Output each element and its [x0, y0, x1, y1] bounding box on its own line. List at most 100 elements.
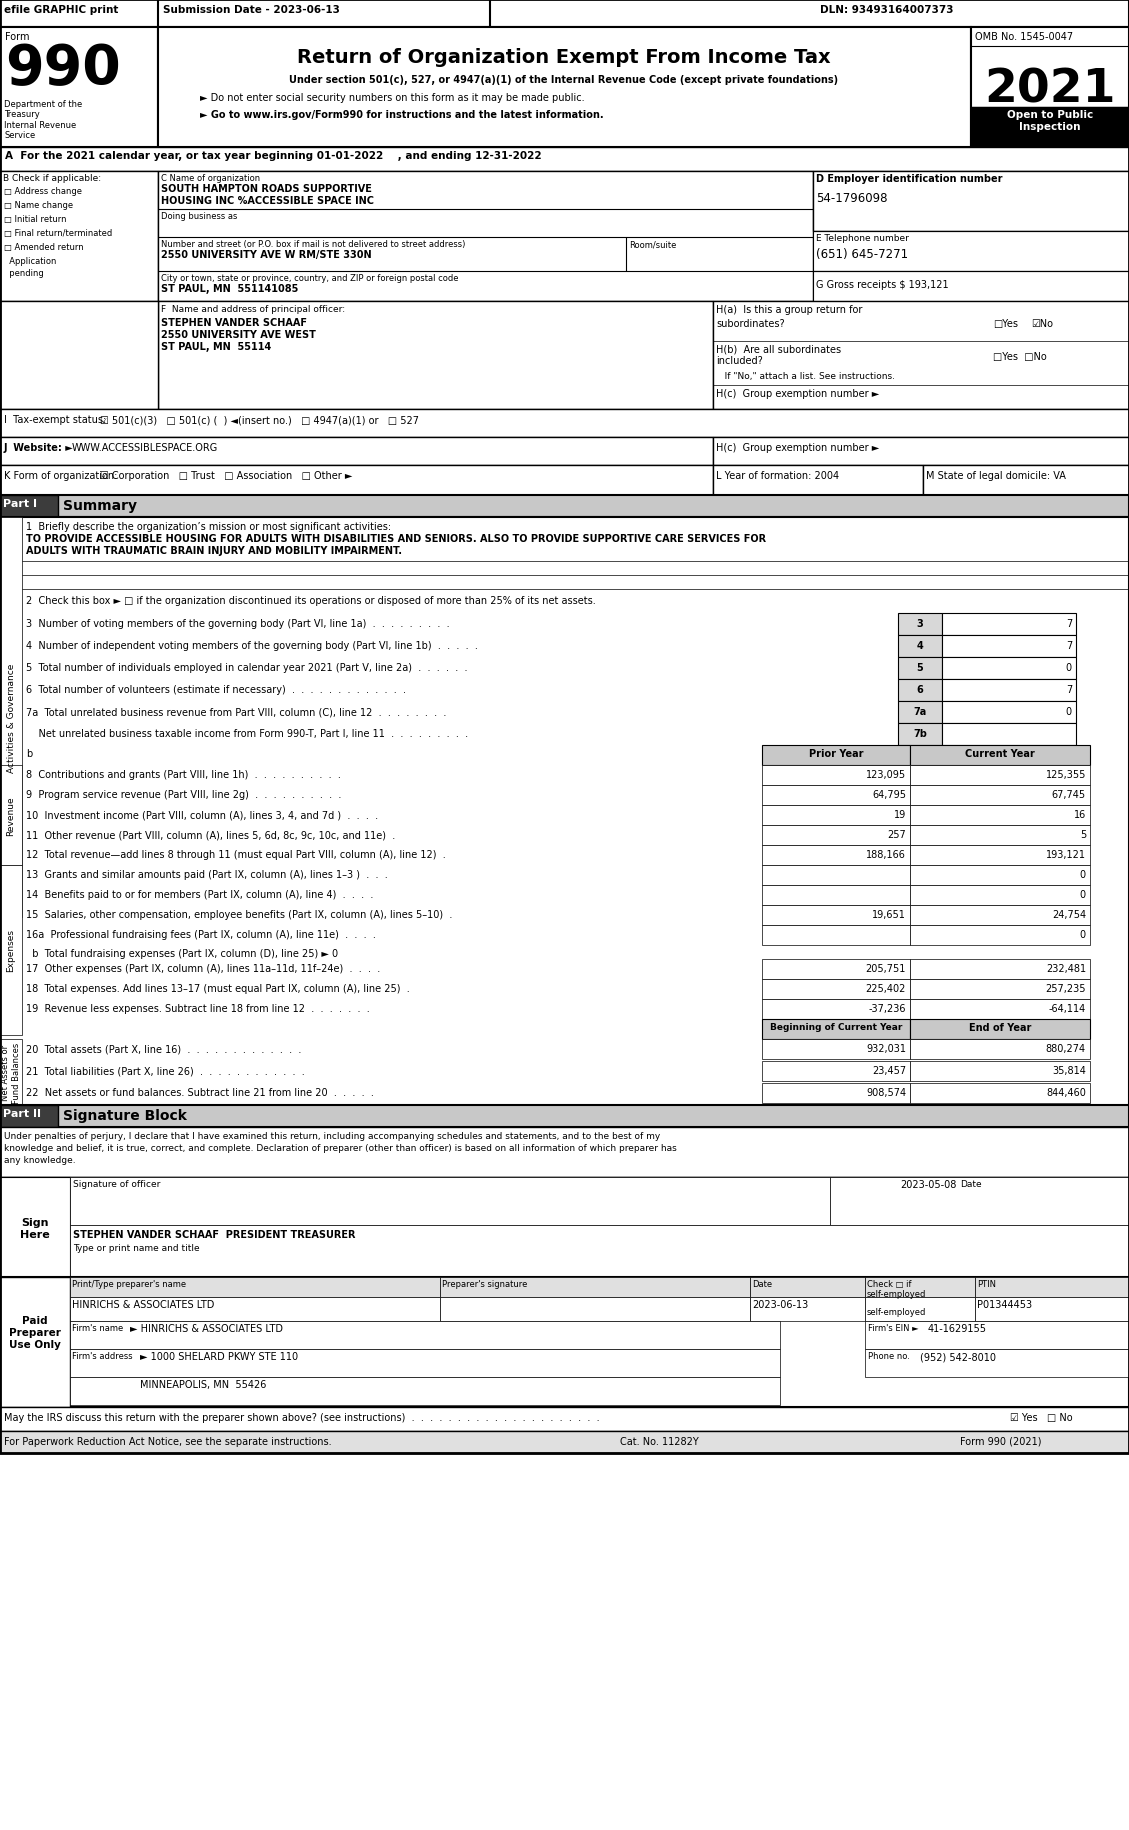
Text: 19: 19	[894, 809, 905, 820]
Text: 2021: 2021	[984, 68, 1115, 112]
Bar	[0, 518, 1129, 1230]
Bar	[70, 1378, 780, 1405]
Text: Department of the
Treasury
Internal Revenue
Service: Department of the Treasury Internal Reve…	[5, 101, 82, 141]
Text: knowledge and belief, it is true, correct, and complete. Declaration of preparer: knowledge and belief, it is true, correc…	[5, 1144, 676, 1153]
Text: ST PAUL, MN  551141085: ST PAUL, MN 551141085	[161, 284, 298, 295]
Text: STEPHEN VANDER SCHAAF  PRESIDENT TREASURER: STEPHEN VANDER SCHAAF PRESIDENT TREASURE…	[73, 1230, 356, 1239]
Text: L Year of formation: 2004: L Year of formation: 2004	[716, 470, 839, 481]
Bar	[762, 906, 910, 926]
Text: PTIN: PTIN	[977, 1279, 996, 1288]
Text: Type or print name and title: Type or print name and title	[73, 1243, 200, 1252]
Text: M State of legal domicile: VA: M State of legal domicile: VA	[926, 470, 1066, 481]
Bar	[0, 410, 1129, 437]
Text: DLN: 93493164007373: DLN: 93493164007373	[820, 5, 954, 15]
Text: J  Website: ►: J Website: ►	[5, 443, 73, 452]
Text: 5  Total number of individuals employed in calendar year 2021 (Part V, line 2a) : 5 Total number of individuals employed i…	[26, 662, 467, 673]
Text: P01344453: P01344453	[977, 1299, 1032, 1308]
Bar	[762, 926, 910, 946]
Text: 205,751: 205,751	[866, 963, 905, 974]
Text: 2550 UNIVERSITY AVE W RM/STE 330N: 2550 UNIVERSITY AVE W RM/STE 330N	[161, 251, 371, 260]
Bar	[0, 1039, 21, 1105]
Bar	[971, 108, 1129, 148]
Bar	[865, 1277, 975, 1297]
Text: F  Name and address of principal officer:: F Name and address of principal officer:	[161, 306, 345, 313]
Text: 7: 7	[1066, 640, 1073, 651]
Text: ☑ Yes   □ No: ☑ Yes □ No	[1010, 1413, 1073, 1422]
Text: 6  Total number of volunteers (estimate if necessary)  .  .  .  .  .  .  .  .  .: 6 Total number of volunteers (estimate i…	[26, 684, 406, 695]
Bar	[975, 1297, 1129, 1321]
Text: 0: 0	[1079, 889, 1086, 900]
Bar	[0, 866, 21, 1036]
Bar	[0, 302, 158, 410]
Bar	[910, 805, 1089, 825]
Bar	[942, 701, 1076, 723]
Text: 64,795: 64,795	[872, 789, 905, 800]
Text: Check □ if
self-employed: Check □ if self-employed	[867, 1279, 927, 1299]
Bar	[70, 1297, 440, 1321]
Text: any knowledge.: any knowledge.	[5, 1155, 76, 1164]
Text: 7a  Total unrelated business revenue from Part VIII, column (C), line 12  .  .  : 7a Total unrelated business revenue from…	[26, 706, 446, 717]
Text: 188,166: 188,166	[866, 849, 905, 860]
Text: D Employer identification number: D Employer identification number	[816, 174, 1003, 183]
Bar	[440, 1297, 750, 1321]
Text: 3: 3	[917, 619, 924, 630]
Bar	[762, 845, 910, 866]
Bar	[762, 765, 910, 785]
Text: 908,574: 908,574	[866, 1087, 905, 1098]
Bar	[865, 1349, 1129, 1378]
Text: SOUTH HAMPTON ROADS SUPPORTIVE: SOUTH HAMPTON ROADS SUPPORTIVE	[161, 183, 371, 194]
Bar	[942, 723, 1076, 745]
Text: 2  Check this box ► □ if the organization discontinued its operations or dispose: 2 Check this box ► □ if the organization…	[26, 597, 596, 606]
Text: 14  Benefits paid to or for members (Part IX, column (A), line 4)  .  .  .  .: 14 Benefits paid to or for members (Part…	[26, 889, 374, 900]
Text: MINNEAPOLIS, MN  55426: MINNEAPOLIS, MN 55426	[140, 1380, 266, 1389]
Text: 0: 0	[1079, 869, 1086, 880]
Bar	[910, 979, 1089, 999]
Text: ► Do not enter social security numbers on this form as it may be made public.: ► Do not enter social security numbers o…	[200, 93, 585, 102]
Bar	[910, 926, 1089, 946]
Text: HINRICHS & ASSOCIATES LTD: HINRICHS & ASSOCIATES LTD	[72, 1299, 215, 1308]
Text: 18  Total expenses. Add lines 13–17 (must equal Part IX, column (A), line 25)  .: 18 Total expenses. Add lines 13–17 (must…	[26, 983, 410, 994]
Bar	[830, 1177, 1129, 1226]
Text: 0: 0	[1066, 706, 1073, 717]
Text: 54-1796098: 54-1796098	[816, 192, 887, 205]
Bar	[910, 785, 1089, 805]
Bar	[910, 866, 1089, 886]
Text: TO PROVIDE ACCESSIBLE HOUSING FOR ADULTS WITH DISABILITIES AND SENIORS. ALSO TO : TO PROVIDE ACCESSIBLE HOUSING FOR ADULTS…	[26, 534, 767, 544]
Bar	[70, 1177, 830, 1226]
Text: Firm's address: Firm's address	[72, 1351, 132, 1360]
Text: Summary: Summary	[63, 500, 137, 512]
Text: OMB No. 1545-0047: OMB No. 1545-0047	[975, 31, 1074, 42]
Text: C Name of organization: C Name of organization	[161, 174, 260, 183]
Bar	[762, 805, 910, 825]
Text: ► 1000 SHELARD PKWY STE 110: ► 1000 SHELARD PKWY STE 110	[140, 1351, 298, 1362]
Bar	[898, 635, 942, 657]
Bar	[898, 723, 942, 745]
Bar	[910, 959, 1089, 979]
Text: K Form of organization:: K Form of organization:	[5, 470, 117, 481]
Bar	[898, 613, 942, 635]
Text: 880,274: 880,274	[1045, 1043, 1086, 1054]
Text: 19,651: 19,651	[872, 910, 905, 919]
Text: □ Address change: □ Address change	[5, 187, 82, 196]
Bar	[942, 679, 1076, 701]
Text: Current Year: Current Year	[965, 748, 1035, 759]
Bar	[70, 1349, 780, 1378]
Text: □ Initial return: □ Initial return	[5, 214, 67, 223]
Text: ST PAUL, MN  55114: ST PAUL, MN 55114	[161, 342, 271, 351]
Text: 12  Total revenue—add lines 8 through 11 (must equal Part VIII, column (A), line: 12 Total revenue—add lines 8 through 11 …	[26, 849, 446, 860]
Text: Form 990 (2021): Form 990 (2021)	[960, 1437, 1041, 1446]
Bar	[0, 1277, 1129, 1407]
Text: 844,460: 844,460	[1047, 1087, 1086, 1098]
Text: self-employed: self-employed	[867, 1307, 927, 1316]
Text: 1  Briefly describe the organization’s mission or most significant activities:: 1 Briefly describe the organization’s mi…	[26, 522, 391, 533]
Text: ► HINRICHS & ASSOCIATES LTD: ► HINRICHS & ASSOCIATES LTD	[130, 1323, 283, 1334]
Bar	[942, 613, 1076, 635]
Text: 10  Investment income (Part VIII, column (A), lines 3, 4, and 7d )  .  .  .  .: 10 Investment income (Part VIII, column …	[26, 809, 378, 820]
Bar	[762, 825, 910, 845]
Text: For Paperwork Reduction Act Notice, see the separate instructions.: For Paperwork Reduction Act Notice, see …	[5, 1437, 332, 1446]
Text: (952) 542-8010: (952) 542-8010	[920, 1351, 996, 1362]
Text: Sign
Here: Sign Here	[20, 1217, 50, 1239]
Text: 17  Other expenses (Part IX, column (A), lines 11a–11d, 11f–24e)  .  .  .  .: 17 Other expenses (Part IX, column (A), …	[26, 963, 380, 974]
Text: included?: included?	[716, 355, 763, 366]
Bar	[70, 1226, 1129, 1277]
